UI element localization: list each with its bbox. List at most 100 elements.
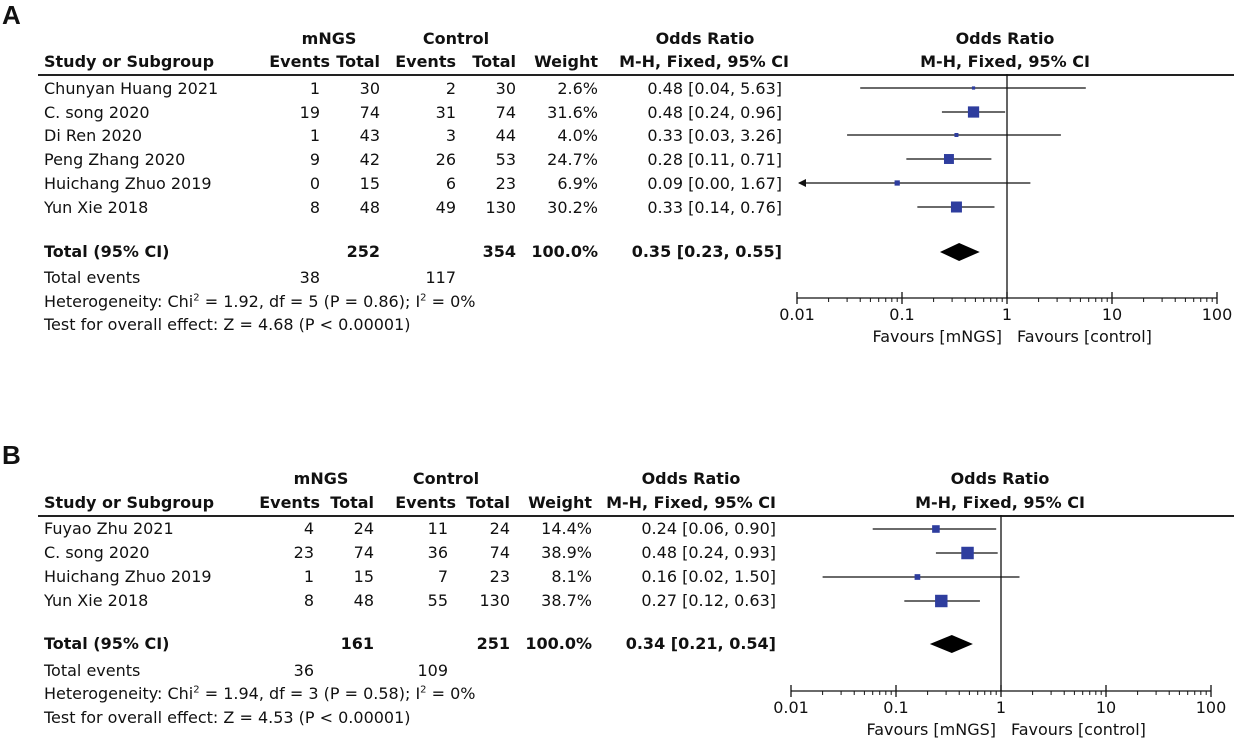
odds-ratio-ci: 0.27 [0.12, 0.63] (641, 591, 776, 610)
odds-ratio-ci: 0.48 [0.24, 0.93] (641, 543, 776, 562)
forest-panel-b: B mNGS Control Odds Ratio Odds Ratio Stu… (0, 369, 1235, 738)
total-events-1: 36 (293, 661, 314, 680)
header-events-1: Events (269, 52, 330, 71)
total-2: 130 (485, 198, 516, 217)
events-2: 49 (435, 198, 456, 217)
total-weight: 100.0% (531, 242, 598, 261)
events-2: 55 (427, 591, 448, 610)
study-marker (932, 525, 940, 533)
total-weight: 100.0% (525, 634, 592, 653)
weight: 8.1% (551, 567, 592, 586)
events-2: 7 (437, 567, 448, 586)
total-1: 74 (359, 103, 380, 122)
weight: 31.6% (547, 103, 598, 122)
odds-ratio-ci: 0.16 [0.02, 1.50] (641, 567, 776, 586)
study-marker (950, 201, 962, 213)
total-2: 74 (495, 103, 516, 122)
study-marker (935, 594, 948, 608)
total-odds-ratio-ci: 0.35 [0.23, 0.55] (631, 242, 782, 261)
header-weight: Weight (528, 493, 592, 512)
total-2: 24 (489, 519, 510, 538)
total-1: 15 (359, 174, 380, 193)
odds-ratio-ci: 0.24 [0.06, 0.90] (641, 519, 776, 538)
total-1: 24 (353, 519, 374, 538)
study-name: C. song 2020 (44, 543, 150, 562)
study-marker (971, 86, 976, 90)
total-1: 161 (340, 634, 374, 653)
header-total-1: Total (330, 493, 374, 512)
heterogeneity-text: Heterogeneity: Chi2 = 1.94, df = 3 (P = … (44, 684, 476, 703)
tick-label: 1 (1002, 305, 1012, 324)
study-name: C. song 2020 (44, 103, 150, 122)
header-rule (38, 515, 1234, 517)
total-events-label: Total events (44, 268, 141, 287)
ci-arrow-left (798, 179, 806, 187)
odds-ratio-ci: 0.28 [0.11, 0.71] (647, 150, 782, 169)
favours-left-label: Favours [mNGS] (866, 720, 996, 738)
events-1: 4 (303, 519, 314, 538)
total-2: 354 (482, 242, 516, 261)
header-total-1: Total (336, 52, 380, 71)
pooled-diamond (929, 635, 973, 653)
events-2: 36 (427, 543, 448, 562)
total-1: 48 (359, 198, 380, 217)
header-plot-method: M-H, Fixed, 95% CI (920, 52, 1090, 71)
forest-plot: 0.01 0.1 1 10 100 Favours [mNGS] Favours [cont… (779, 74, 1233, 346)
header-group2: Control (412, 469, 480, 488)
events-2: 31 (435, 103, 456, 122)
header-study: Study or Subgroup (44, 493, 215, 512)
favours-left-label: Favours [mNGS] (872, 327, 1002, 346)
total-1: 74 (353, 543, 374, 562)
header-plot-title: Odds Ratio (950, 469, 1050, 488)
header-total-2: Total (466, 493, 510, 512)
total-events-2: 117 (425, 268, 456, 287)
tick-label: 100 (1202, 305, 1233, 324)
panel-label: B (2, 440, 21, 470)
study-marker (954, 133, 959, 137)
total-2: 251 (476, 634, 510, 653)
total-2: 53 (495, 150, 516, 169)
events-2: 6 (445, 174, 456, 193)
favours-right-label: Favours [control] (1017, 327, 1152, 346)
total-odds-ratio-ci: 0.34 [0.21, 0.54] (625, 634, 776, 653)
events-1: 19 (299, 103, 320, 122)
events-1: 0 (309, 174, 320, 193)
total-2: 30 (495, 79, 516, 98)
study-name: Yun Xie 2018 (44, 591, 149, 610)
header-or-method: M-H, Fixed, 95% CI (619, 52, 789, 71)
total-events-2: 109 (417, 661, 448, 680)
events-1: 9 (309, 150, 320, 169)
panel-label: A (2, 0, 21, 30)
total-2: 130 (479, 591, 510, 610)
weight: 14.4% (541, 519, 592, 538)
study-name: Yun Xie 2018 (44, 198, 149, 217)
total-1: 48 (353, 591, 374, 610)
total-events-label: Total events (44, 661, 141, 680)
study-marker (914, 574, 921, 580)
odds-ratio-ci: 0.48 [0.24, 0.96] (647, 103, 782, 122)
events-2: 11 (427, 519, 448, 538)
events-1: 1 (309, 126, 320, 145)
odds-ratio-ci: 0.48 [0.04, 5.63] (647, 79, 782, 98)
header-weight: Weight (534, 52, 598, 71)
header-group2: Control (422, 29, 490, 48)
header-events-1: Events (259, 493, 320, 512)
header-plot-method: M-H, Fixed, 95% CI (915, 493, 1085, 512)
study-marker (943, 154, 954, 164)
total-1: 252 (346, 242, 380, 261)
pooled-diamond (939, 243, 980, 261)
study-marker (967, 106, 980, 118)
total-1: 42 (359, 150, 380, 169)
events-2: 26 (435, 150, 456, 169)
forest-plot: 0.01 0.1 1 10 100 Favours [mNGS] Favours [cont… (773, 515, 1226, 738)
header-study: Study or Subgroup (44, 52, 215, 71)
header-group1: mNGS (293, 469, 349, 488)
weight: 6.9% (557, 174, 598, 193)
weight: 2.6% (557, 79, 598, 98)
tick-label: 1 (996, 698, 1006, 717)
tick-label: 10 (1096, 698, 1116, 717)
header-rule (38, 74, 1234, 76)
header-or-title: Odds Ratio (655, 29, 755, 48)
header-events-2: Events (395, 52, 456, 71)
tick-label: 10 (1102, 305, 1122, 324)
